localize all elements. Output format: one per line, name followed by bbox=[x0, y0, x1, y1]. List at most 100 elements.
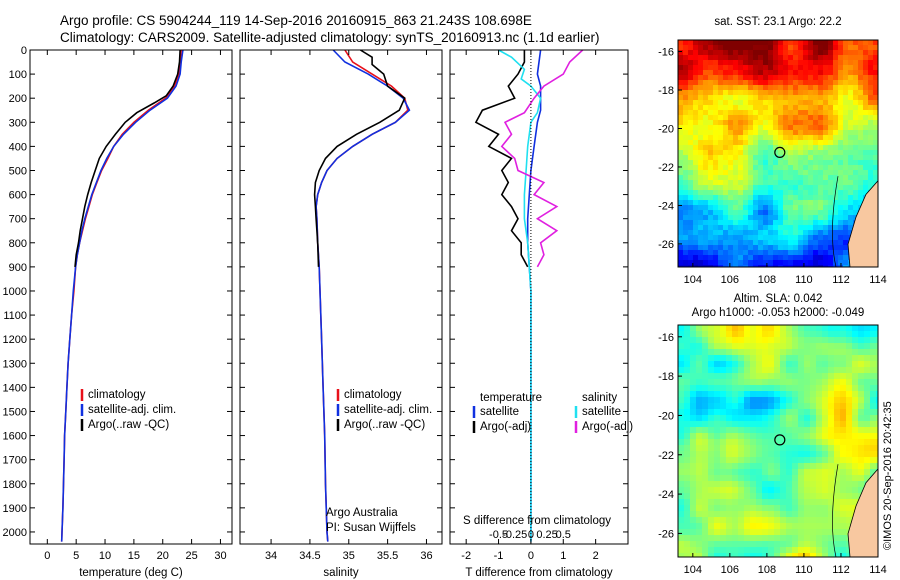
sst_map-cell bbox=[818, 205, 824, 211]
sst_map-cell bbox=[703, 210, 709, 216]
sla_map-cell bbox=[822, 343, 829, 350]
sla_map-cell bbox=[756, 457, 763, 464]
sla_map-cell bbox=[804, 445, 811, 452]
sla_map-cell bbox=[798, 385, 805, 392]
sla_map-cell bbox=[828, 361, 835, 368]
sst_map-cell bbox=[693, 180, 699, 186]
sla_map-cell bbox=[786, 487, 793, 494]
sst_map-cell bbox=[698, 80, 704, 86]
sla_map-cell bbox=[804, 493, 811, 500]
sst_map-cell bbox=[693, 145, 699, 151]
sst_map-cell bbox=[683, 265, 689, 267]
sst_map-cell bbox=[788, 60, 794, 66]
sla_map-cell bbox=[846, 409, 853, 416]
sst_map-cell bbox=[823, 245, 829, 251]
sst_map-cell bbox=[728, 225, 734, 231]
sla_map-cell bbox=[816, 343, 823, 350]
sst_map-cell bbox=[693, 220, 699, 226]
sst_map-cell bbox=[683, 100, 689, 106]
sla_map-cell bbox=[750, 457, 757, 464]
sla_map-cell bbox=[714, 355, 721, 362]
sla_map-cell bbox=[870, 343, 877, 350]
sla_map-cell bbox=[756, 403, 763, 410]
sst_map-cell bbox=[763, 160, 769, 166]
sla_map-cell bbox=[804, 463, 811, 470]
sst_map-cell bbox=[713, 90, 719, 96]
sla_map-cell bbox=[762, 469, 769, 476]
sst_map-cell bbox=[788, 165, 794, 171]
sst_map-cell bbox=[763, 130, 769, 136]
sla_map-cell bbox=[840, 487, 847, 494]
sst_map-cell bbox=[778, 60, 784, 66]
sst_map-cell bbox=[793, 45, 799, 51]
sst_map-cell bbox=[773, 60, 779, 66]
sla_map-cell bbox=[726, 445, 733, 452]
sla_map-cell bbox=[816, 523, 823, 530]
sst_map-cell bbox=[818, 180, 824, 186]
sst_map-cell bbox=[873, 80, 878, 86]
sla_map-cell bbox=[720, 463, 727, 470]
sst_map-cell bbox=[788, 135, 794, 141]
sst_map-cell bbox=[783, 115, 789, 121]
sst_map-cell bbox=[818, 150, 824, 156]
sst_map-cell bbox=[763, 95, 769, 101]
sst_map-cell bbox=[838, 215, 844, 221]
difference-sticks-label: -0.5 bbox=[489, 529, 508, 541]
sst_map-cell bbox=[798, 80, 804, 86]
sst_map-cell bbox=[718, 105, 724, 111]
sst_map-cell bbox=[708, 165, 714, 171]
sst_map-cell bbox=[828, 115, 834, 121]
sst_map-cell bbox=[703, 240, 709, 246]
sla_map-cell bbox=[696, 535, 703, 542]
sla_map-cell bbox=[828, 379, 835, 386]
sla_map-cell bbox=[756, 439, 763, 446]
sst_map-cell bbox=[733, 50, 739, 56]
sst_map-cell bbox=[698, 175, 704, 181]
sla_map-cell bbox=[678, 391, 685, 398]
sla_map-cell bbox=[804, 325, 811, 332]
sla_map-cell bbox=[864, 445, 871, 452]
sla_map-cell bbox=[756, 535, 763, 542]
sst_map-cell bbox=[858, 70, 864, 76]
sla_map-cell bbox=[846, 403, 853, 410]
sst_map-cell bbox=[678, 215, 684, 221]
sst_map-cell bbox=[733, 70, 739, 76]
sst_map-cell bbox=[683, 130, 689, 136]
sla_map-cell bbox=[804, 529, 811, 536]
sst_map-cell bbox=[833, 85, 839, 91]
sst_map-cell bbox=[693, 225, 699, 231]
sla_map-cell bbox=[864, 475, 871, 482]
sla_map-cell bbox=[846, 325, 853, 332]
sst_map-cell bbox=[758, 65, 764, 71]
sla_map-cell bbox=[816, 481, 823, 488]
sla_map-cell bbox=[828, 475, 835, 482]
sst_map-cell bbox=[858, 85, 864, 91]
sla_map-cell bbox=[804, 373, 811, 380]
sst_map-cell bbox=[768, 220, 774, 226]
sla_map-cell bbox=[828, 415, 835, 422]
sst_map-cell bbox=[863, 55, 869, 61]
sla_map-cell bbox=[738, 535, 745, 542]
sst_map-cell bbox=[693, 230, 699, 236]
sst_map-cell bbox=[733, 175, 739, 181]
sla_map-cell bbox=[798, 403, 805, 410]
sst_map-cell bbox=[853, 115, 859, 121]
sst_map-cell bbox=[793, 245, 799, 251]
sst_map-cell bbox=[733, 210, 739, 216]
sla_map-cell bbox=[690, 331, 697, 338]
sla_map-cell bbox=[876, 427, 878, 434]
sst_map-cell bbox=[823, 200, 829, 206]
temperature-series-0 bbox=[60, 49, 182, 542]
sla_map-cell bbox=[852, 487, 859, 494]
sla_map-cell bbox=[726, 511, 733, 518]
sst_map-cell bbox=[848, 175, 854, 181]
sst_map-cell bbox=[798, 200, 804, 206]
sst_map-cell bbox=[698, 255, 704, 261]
sla_map-cell bbox=[768, 385, 775, 392]
sst_map-cell bbox=[828, 160, 834, 166]
sst_map-cell bbox=[728, 260, 734, 266]
sst_map-cell bbox=[718, 90, 724, 96]
sst_map-cell bbox=[708, 95, 714, 101]
sst_map-cell bbox=[718, 160, 724, 166]
sst_map-cell bbox=[793, 220, 799, 226]
